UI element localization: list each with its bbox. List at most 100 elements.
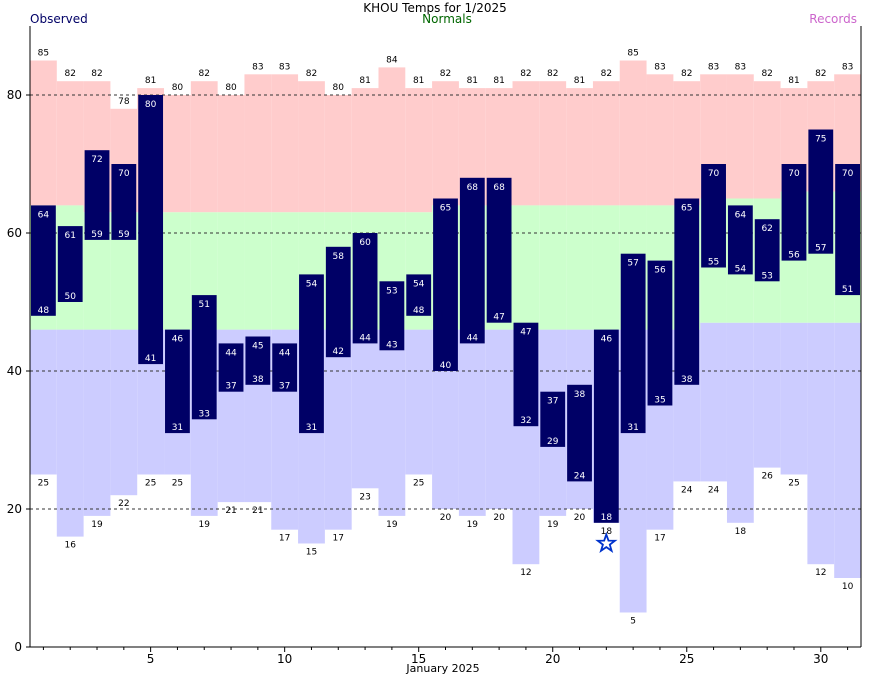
observed-low-label-day-25: 38 [681,375,693,385]
observed-high-label-day-7: 51 [199,300,210,310]
record-low-label-day-5: 25 [145,479,156,489]
observed-bar-day-27 [727,205,753,275]
record-low-band-day-29 [780,322,808,475]
x-tick-label-20: 20 [545,652,560,666]
normal-band-day-8 [217,212,245,330]
observed-low-label-day-3: 59 [91,230,103,240]
record-high-label-day-14: 84 [386,55,398,65]
observed-high-label-day-13: 60 [359,238,371,248]
observed-bar-day-21 [567,384,592,482]
observed-bar-day-3 [84,150,110,240]
record-low-label-day-13: 23 [359,492,370,502]
observed-high-label-day-6: 46 [172,335,184,345]
record-high-label-day-23: 85 [627,49,638,59]
record-high-label-day-3: 82 [91,69,102,79]
record-high-band-day-16 [432,81,459,206]
observed-low-label-day-2: 50 [64,292,76,302]
record-low-band-day-15 [405,329,433,475]
record-low-label-day-15: 25 [413,479,424,489]
x-tick-label-15: 15 [411,652,426,666]
normal-band-day-6 [164,212,191,330]
observed-low-label-day-4: 59 [118,230,130,240]
record-low-label-day-29: 25 [788,479,799,489]
record-high-label-day-18: 81 [493,76,504,86]
observed-low-label-day-15: 48 [413,306,425,316]
record-high-label-day-7: 82 [199,69,210,79]
record-high-band-day-15 [405,88,433,213]
record-high-band-day-14 [378,67,406,213]
record-high-band-day-10 [271,74,299,213]
record-high-band-day-23 [619,60,647,206]
observed-bar-day-6 [165,329,190,434]
record-low-label-day-21: 20 [574,513,586,523]
observed-high-label-day-29: 70 [788,169,800,179]
observed-bar-day-22 [593,329,619,523]
observed-bar-day-18 [486,177,512,323]
x-tick-label-5: 5 [147,652,155,666]
observed-low-label-day-11: 31 [306,423,317,433]
record-high-label-day-30: 82 [815,69,826,79]
record-high-band-day-25 [673,81,701,206]
observed-bar-day-17 [459,177,485,344]
record-low-label-day-31: 10 [842,582,854,592]
record-low-label-day-16: 20 [440,513,452,523]
observed-low-label-day-29: 56 [788,251,800,261]
observed-low-label-day-10: 37 [279,382,290,392]
record-low-band-day-14 [378,329,406,516]
record-low-label-day-24: 17 [654,534,665,544]
observed-bar-day-8 [218,343,244,392]
y-tick-label-20: 20 [7,502,22,516]
observed-bar-day-29 [781,164,807,261]
record-high-band-day-12 [324,95,352,213]
observed-low-label-day-27: 54 [735,264,747,274]
record-high-label-day-20: 82 [547,69,558,79]
record-high-label-day-25: 82 [681,69,692,79]
record-low-band-day-31 [834,322,861,578]
observed-low-label-day-19: 32 [520,416,531,426]
normal-band-day-19 [512,205,540,330]
normal-band-day-20 [539,205,567,330]
record-low-label-day-23: 5 [630,617,636,627]
observed-bar-day-16 [433,198,458,371]
record-high-label-day-28: 82 [761,69,772,79]
observed-bar-day-12 [325,246,351,358]
record-high-label-day-17: 81 [467,76,478,86]
record-low-label-day-1: 25 [38,479,49,489]
record-low-band-day-28 [753,322,781,468]
observed-high-label-day-18: 68 [493,183,505,193]
record-marker [595,531,618,554]
record-low-label-day-10: 17 [279,534,290,544]
observed-high-label-day-19: 47 [520,328,531,338]
record-low-label-day-26: 24 [708,485,720,495]
record-high-band-day-24 [646,74,674,206]
record-high-label-day-16: 82 [440,69,451,79]
record-high-label-day-5: 81 [145,76,156,86]
observed-bar-day-24 [647,260,673,406]
observed-bar-day-1 [31,205,56,316]
observed-low-label-day-12: 42 [333,347,344,357]
observed-low-label-day-7: 33 [199,409,210,419]
record-low-band-day-17 [458,329,486,516]
record-low-label-day-19: 12 [520,568,531,578]
record-low-band-day-26 [700,322,727,482]
y-tick-label-80: 80 [7,88,22,102]
observed-bar-day-19 [513,322,539,427]
record-high-band-day-13 [351,88,379,213]
observed-bar-day-9 [245,336,271,385]
record-high-band-day-20 [539,81,567,206]
record-high-label-day-1: 85 [38,49,49,59]
record-high-label-day-22: 82 [601,69,612,79]
record-low-label-day-30: 12 [815,568,826,578]
observed-bar-day-20 [540,391,566,447]
normal-band-day-9 [244,212,272,330]
observed-bar-day-15 [406,274,432,316]
observed-low-label-day-13: 44 [359,333,371,343]
observed-high-label-day-24: 56 [654,266,666,276]
record-star-icon [595,531,618,554]
record-low-label-day-7: 19 [199,520,211,530]
observed-low-label-day-18: 47 [493,313,504,323]
observed-high-label-day-1: 64 [38,210,50,220]
record-high-label-day-6: 80 [172,83,184,93]
observed-bar-day-10 [272,343,298,392]
